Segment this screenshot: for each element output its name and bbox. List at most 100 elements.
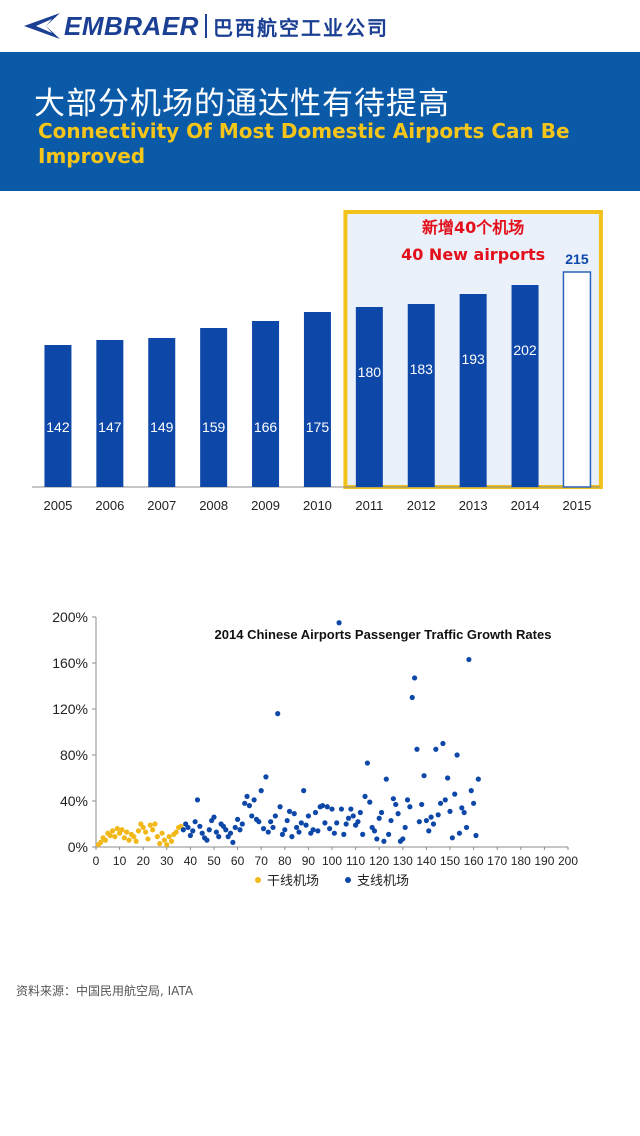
scatter-point-regional: [213, 829, 219, 835]
legend-marker-regional: [345, 877, 351, 883]
scatter-point-regional: [197, 823, 203, 829]
bar-value-label-2008: 159: [202, 419, 226, 435]
scatter-point-regional: [442, 797, 448, 803]
scatter-point-regional: [220, 823, 227, 829]
scatter-point-regional: [371, 828, 378, 834]
scatter-point-regional: [279, 831, 286, 837]
bar-x-tick-2013: 2013: [459, 498, 488, 513]
scatter-point-regional: [414, 746, 420, 752]
scatter-point-trunk: [102, 837, 109, 843]
scatter-point-regional: [317, 804, 323, 810]
scatter-point-regional: [341, 831, 347, 837]
scatter-y-tick-label: 120%: [52, 701, 88, 717]
scatter-point-regional: [185, 824, 191, 831]
scatter-point-regional: [194, 797, 201, 803]
bar-2006: [96, 340, 124, 487]
logo-text: EMBRAER: [64, 10, 199, 41]
scatter-point-regional: [428, 814, 434, 820]
scatter-x-tick-label: 80: [278, 854, 292, 868]
scatter-point-regional: [232, 824, 238, 831]
scatter-x-tick-label: 20: [137, 854, 151, 868]
scatter-point-regional: [393, 801, 399, 808]
scatter-x-tick-label: 40: [184, 854, 198, 868]
scatter-x-tick-label: 60: [231, 854, 245, 868]
scatter-x-tick-label: 90: [302, 854, 316, 868]
legend-label-trunk: 干线机场: [267, 874, 319, 889]
scatter-point-regional: [421, 773, 427, 779]
scatter-point-regional: [329, 806, 335, 812]
scatter-point-regional: [456, 830, 463, 836]
scatter-point-regional: [286, 808, 293, 814]
scatter-point-regional: [319, 803, 326, 809]
scatter-x-tick-label: 0: [93, 854, 100, 868]
scatter-point-regional: [242, 800, 248, 806]
scatter-point-regional: [362, 793, 368, 800]
scatter-point-trunk: [138, 821, 144, 827]
scatter-point-trunk: [164, 842, 170, 848]
embraer-arrow-icon: [24, 13, 60, 39]
scatter-point-regional: [350, 813, 356, 819]
scatter-x-tick-label: 180: [511, 854, 531, 868]
scatter-point-regional: [270, 824, 276, 831]
bar-value-label-2010: 175: [306, 419, 330, 435]
scatter-point-regional: [272, 813, 278, 819]
logo-divider: [204, 14, 207, 38]
scatter-point-regional: [452, 791, 458, 797]
scatter-point-regional: [268, 819, 274, 825]
scatter-point-regional: [303, 822, 309, 828]
bar-2007: [148, 338, 176, 487]
bar-x-tick-2005: 2005: [43, 498, 72, 513]
scatter-point-regional: [416, 819, 422, 825]
scatter-point-trunk: [150, 827, 156, 833]
scatter-point-regional: [381, 838, 387, 844]
scatter-point-trunk: [135, 828, 142, 834]
scatter-point-regional: [355, 819, 361, 825]
scatter-point-regional: [419, 801, 425, 808]
scatter-point-trunk: [154, 834, 160, 840]
scatter-point-regional: [256, 819, 262, 825]
scatter-point-regional: [312, 809, 319, 816]
scatter-point-trunk: [176, 824, 182, 831]
scatter-point-trunk: [178, 823, 184, 829]
scatter-point-trunk: [171, 831, 177, 837]
scatter-y-tick-label: 80%: [60, 747, 88, 763]
scatter-point-trunk: [147, 822, 153, 828]
scatter-point-regional: [426, 828, 432, 834]
scatter-point-trunk: [124, 829, 130, 835]
bar-2010: [303, 312, 331, 487]
scatter-x-tick-label: 190: [534, 854, 554, 868]
new-airports-highlight-box: [343, 210, 603, 489]
scatter-point-trunk: [133, 838, 139, 844]
scatter-point-regional: [183, 821, 189, 827]
scatter-point-regional: [471, 800, 477, 806]
scatter-point-trunk: [152, 821, 158, 827]
scatter-y-tick-label: 200%: [52, 609, 88, 625]
scatter-point-trunk: [107, 832, 113, 839]
bar-2009: [252, 321, 280, 487]
scatter-point-regional: [327, 826, 333, 832]
scatter-x-tick-label: 170: [487, 854, 507, 868]
scatter-point-trunk: [131, 834, 137, 840]
scatter-point-regional: [353, 822, 359, 828]
bar-2013: [459, 294, 487, 487]
scatter-point-regional: [201, 835, 208, 841]
scatter-point-regional: [400, 836, 406, 842]
scatter-point-regional: [461, 809, 467, 816]
bar-x-tick-2015: 2015: [562, 498, 591, 513]
scatter-point-regional: [433, 746, 439, 752]
scatter-point-regional: [192, 819, 198, 825]
scatter-point-regional: [463, 824, 470, 831]
bar-x-tick-2009: 2009: [251, 498, 280, 513]
scatter-point-regional: [239, 821, 245, 827]
scatter-point-regional: [294, 824, 300, 831]
scatter-point-regional: [223, 827, 229, 833]
scatter-point-regional: [338, 806, 345, 812]
scatter-point-regional: [296, 829, 302, 835]
bar-value-label-2006: 147: [98, 419, 122, 435]
embraer-logo[interactable]: EMBRAER 巴西航空工业公司: [22, 8, 389, 44]
scatter-point-trunk: [126, 837, 132, 843]
scatter-point-regional: [291, 811, 297, 817]
scatter-point-trunk: [159, 830, 165, 836]
scatter-y-tick-label: 40%: [60, 793, 88, 809]
scatter-point-regional: [263, 774, 269, 780]
